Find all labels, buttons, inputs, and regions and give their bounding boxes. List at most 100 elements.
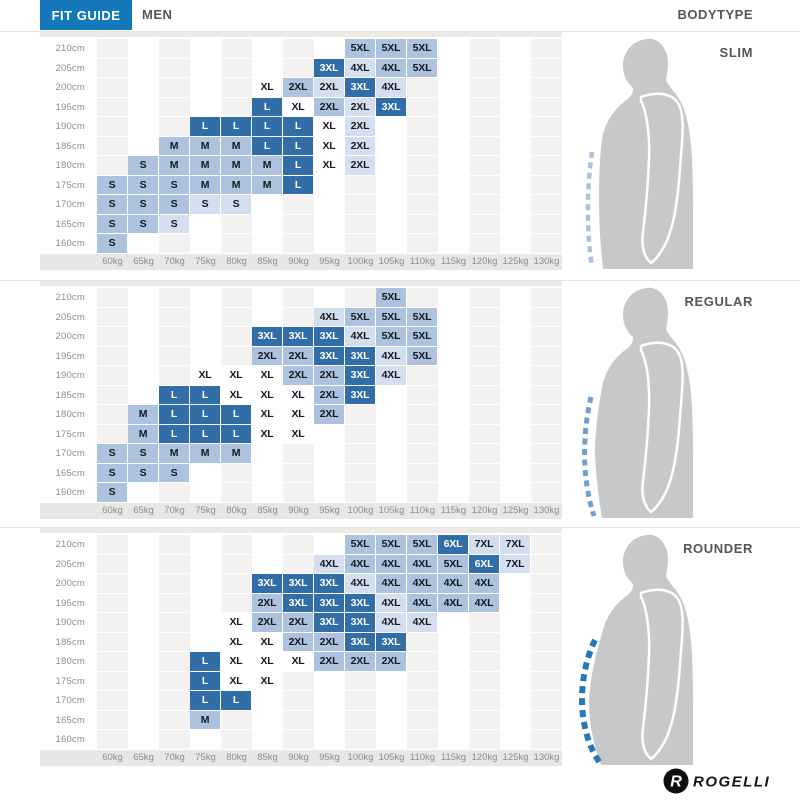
empty-cell	[345, 234, 376, 254]
empty-cell	[190, 633, 221, 652]
empty-cell	[500, 137, 531, 156]
size-cell: 3XL	[345, 78, 376, 98]
size-cell: 3XL	[314, 593, 345, 613]
size-cell: 4XL	[376, 613, 407, 633]
empty-cell	[531, 97, 562, 117]
height-row: 175cm L XL XL	[0, 671, 562, 691]
size-cell: 3XL	[345, 632, 376, 652]
weight-label: 105kg	[378, 751, 405, 763]
size-cell: 7XL	[500, 554, 531, 574]
empty-cell	[159, 613, 190, 633]
weight-label: 130kg	[533, 504, 560, 516]
silhouette-rounder: ROUNDER	[562, 532, 800, 766]
empty-cell	[345, 730, 376, 750]
brand-logo: R ROGELLI	[662, 766, 774, 796]
size-cell: S	[190, 195, 221, 215]
weight-label: 115kg	[440, 504, 467, 516]
empty-cell	[159, 593, 190, 613]
weight-label: 100kg	[347, 255, 374, 267]
empty-cell	[221, 346, 252, 366]
size-cell: M	[159, 444, 190, 464]
empty-cell	[190, 613, 221, 633]
size-cell: S	[159, 214, 190, 234]
size-cell: 2XL	[252, 593, 283, 613]
fit-guide-badge: FIT GUIDE	[40, 0, 132, 30]
empty-cell	[159, 554, 190, 574]
empty-cell	[469, 424, 500, 444]
empty-cell	[221, 58, 252, 78]
empty-cell	[97, 652, 128, 672]
gender-label: MEN	[142, 7, 173, 22]
size-cell: XL	[283, 424, 314, 444]
height-row: 200cm XL 2XL 2XL 3XL 4XL	[0, 78, 562, 98]
size-cell: 2XL	[345, 136, 376, 156]
height-label: 210cm	[55, 43, 85, 54]
empty-cell	[190, 308, 221, 327]
size-cell: 4XL	[407, 554, 438, 574]
empty-cell	[438, 288, 469, 308]
empty-cell	[128, 652, 159, 672]
empty-cell	[314, 691, 345, 711]
size-cell: S	[159, 463, 190, 483]
size-cell: L	[283, 156, 314, 176]
size-cell: L	[159, 424, 190, 444]
height-row: 190cm XL XL XL 2XL 2XL 3XL 4XL	[0, 366, 562, 386]
weight-label: 80kg	[226, 255, 247, 267]
empty-cell	[190, 730, 221, 750]
empty-cell	[531, 307, 562, 327]
empty-cell	[500, 444, 531, 464]
empty-cell	[500, 366, 531, 386]
posture-dash-line	[582, 396, 597, 517]
size-cell: S	[97, 175, 128, 195]
empty-cell	[314, 483, 345, 503]
size-cell: M	[128, 424, 159, 444]
size-cell: L	[190, 652, 221, 672]
empty-cell	[531, 136, 562, 156]
size-cell: S	[128, 195, 159, 215]
size-cell: M	[221, 156, 252, 176]
empty-cell	[531, 234, 562, 254]
empty-cell	[314, 215, 345, 234]
height-label: 160cm	[55, 734, 85, 745]
empty-cell	[128, 386, 159, 405]
empty-cell	[469, 39, 500, 59]
empty-cell	[97, 710, 128, 730]
empty-cell	[159, 234, 190, 254]
empty-cell	[190, 288, 221, 308]
empty-cell	[159, 39, 190, 59]
empty-cell	[221, 483, 252, 503]
empty-cell	[407, 214, 438, 234]
empty-cell	[407, 671, 438, 691]
size-cell: XL	[252, 366, 283, 386]
height-label: 170cm	[55, 695, 85, 706]
empty-cell	[469, 346, 500, 366]
empty-cell	[221, 593, 252, 613]
empty-cell	[128, 78, 159, 98]
empty-cell	[345, 691, 376, 711]
size-cell: 4XL	[345, 574, 376, 594]
empty-cell	[128, 39, 159, 59]
size-cell: 7XL	[469, 535, 500, 555]
size-cell: M	[190, 710, 221, 730]
size-cell: 3XL	[283, 574, 314, 594]
weight-label: 85kg	[257, 255, 278, 267]
empty-cell	[407, 710, 438, 730]
empty-cell	[531, 39, 562, 59]
empty-cell	[221, 327, 252, 347]
empty-cell	[97, 288, 128, 308]
empty-cell	[500, 156, 531, 176]
empty-cell	[97, 535, 128, 555]
empty-cell	[190, 39, 221, 59]
empty-cell	[438, 234, 469, 254]
size-cell: 5XL	[376, 39, 407, 59]
empty-cell	[500, 483, 531, 503]
empty-cell	[159, 117, 190, 137]
empty-cell	[128, 137, 159, 156]
size-cell: 5XL	[376, 327, 407, 347]
weight-label: 85kg	[257, 751, 278, 763]
empty-cell	[469, 58, 500, 78]
size-cell: L	[252, 97, 283, 117]
empty-cell	[469, 195, 500, 215]
empty-cell	[407, 78, 438, 98]
empty-cell	[190, 59, 221, 78]
